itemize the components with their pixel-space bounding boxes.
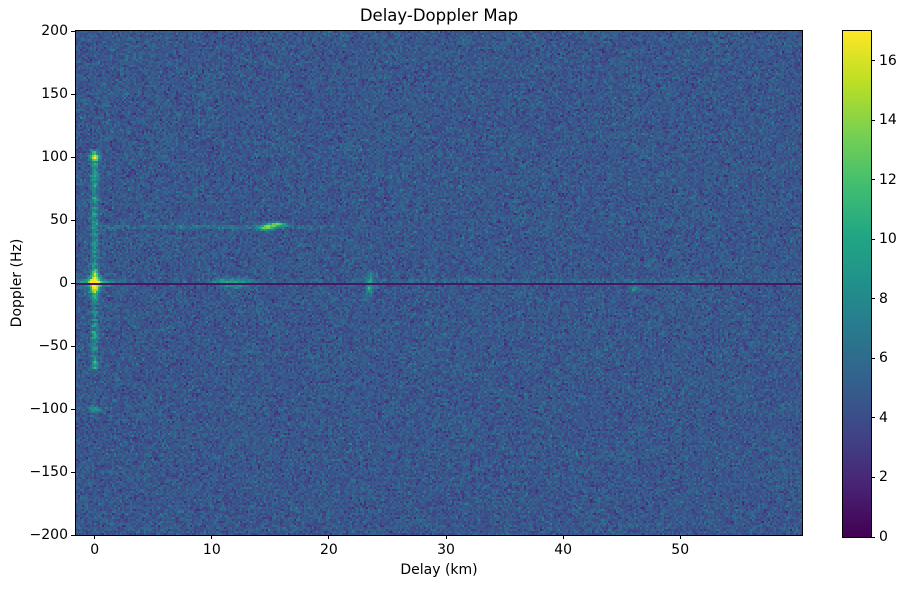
y-tick-label: −50 bbox=[38, 338, 68, 354]
x-tick-mark bbox=[679, 535, 681, 539]
colorbar-tick-label: 0 bbox=[879, 529, 888, 545]
colorbar-tick-label: 12 bbox=[879, 171, 897, 188]
y-tick-mark bbox=[71, 219, 75, 221]
y-tick-mark bbox=[71, 282, 75, 284]
y-tick-mark bbox=[71, 534, 75, 536]
colorbar-frame bbox=[842, 30, 872, 538]
y-tick-label: −100 bbox=[29, 401, 68, 417]
colorbar-tick-mark bbox=[871, 357, 875, 359]
x-tick-label: 30 bbox=[437, 542, 455, 558]
x-tick-mark bbox=[328, 535, 330, 539]
colorbar-tick-mark bbox=[871, 476, 875, 478]
y-tick-mark bbox=[71, 345, 75, 347]
x-tick-label: 20 bbox=[320, 542, 338, 558]
chart-title: Delay-Doppler Map bbox=[359, 6, 519, 25]
y-tick-label: −150 bbox=[29, 464, 68, 480]
y-tick-mark bbox=[71, 156, 75, 158]
colorbar-tick-mark bbox=[871, 238, 875, 240]
y-tick-label: 200 bbox=[41, 23, 68, 39]
x-tick-mark bbox=[562, 535, 564, 539]
x-tick-mark bbox=[94, 535, 96, 539]
x-tick-mark bbox=[211, 535, 213, 539]
colorbar-tick-mark bbox=[871, 60, 875, 62]
y-tick-label: −200 bbox=[29, 527, 68, 543]
colorbar-tick-label: 10 bbox=[879, 231, 897, 248]
y-tick-mark bbox=[71, 408, 75, 410]
colorbar-tick-label: 6 bbox=[879, 350, 888, 367]
colorbar-tick-mark bbox=[871, 119, 875, 121]
x-tick-label: 10 bbox=[202, 542, 221, 558]
heatmap-canvas bbox=[76, 31, 802, 535]
colorbar-tick-label: 2 bbox=[879, 469, 888, 486]
y-tick-mark bbox=[71, 471, 75, 473]
x-axis-label: Delay (km) bbox=[400, 562, 478, 578]
y-tick-mark bbox=[71, 30, 75, 32]
x-tick-mark bbox=[445, 535, 447, 539]
colorbar-tick-label: 8 bbox=[879, 290, 888, 307]
x-tick-label: 0 bbox=[90, 542, 100, 558]
colorbar-tick-label: 4 bbox=[879, 409, 888, 426]
colorbar bbox=[843, 31, 871, 537]
y-tick-label: 150 bbox=[41, 86, 68, 102]
y-tick-label: 50 bbox=[50, 212, 68, 228]
y-tick-label: 0 bbox=[59, 275, 68, 291]
y-tick-label: 100 bbox=[41, 149, 68, 165]
colorbar-tick-label: 16 bbox=[879, 52, 897, 69]
colorbar-tick-mark bbox=[871, 179, 875, 181]
colorbar-tick-mark bbox=[871, 417, 875, 419]
x-tick-label: 50 bbox=[671, 542, 690, 558]
y-tick-mark bbox=[71, 93, 75, 95]
x-tick-label: 40 bbox=[554, 542, 573, 558]
colorbar-tick-mark bbox=[871, 536, 875, 538]
colorbar-tick-label: 14 bbox=[879, 112, 897, 129]
colorbar-tick-mark bbox=[871, 298, 875, 300]
